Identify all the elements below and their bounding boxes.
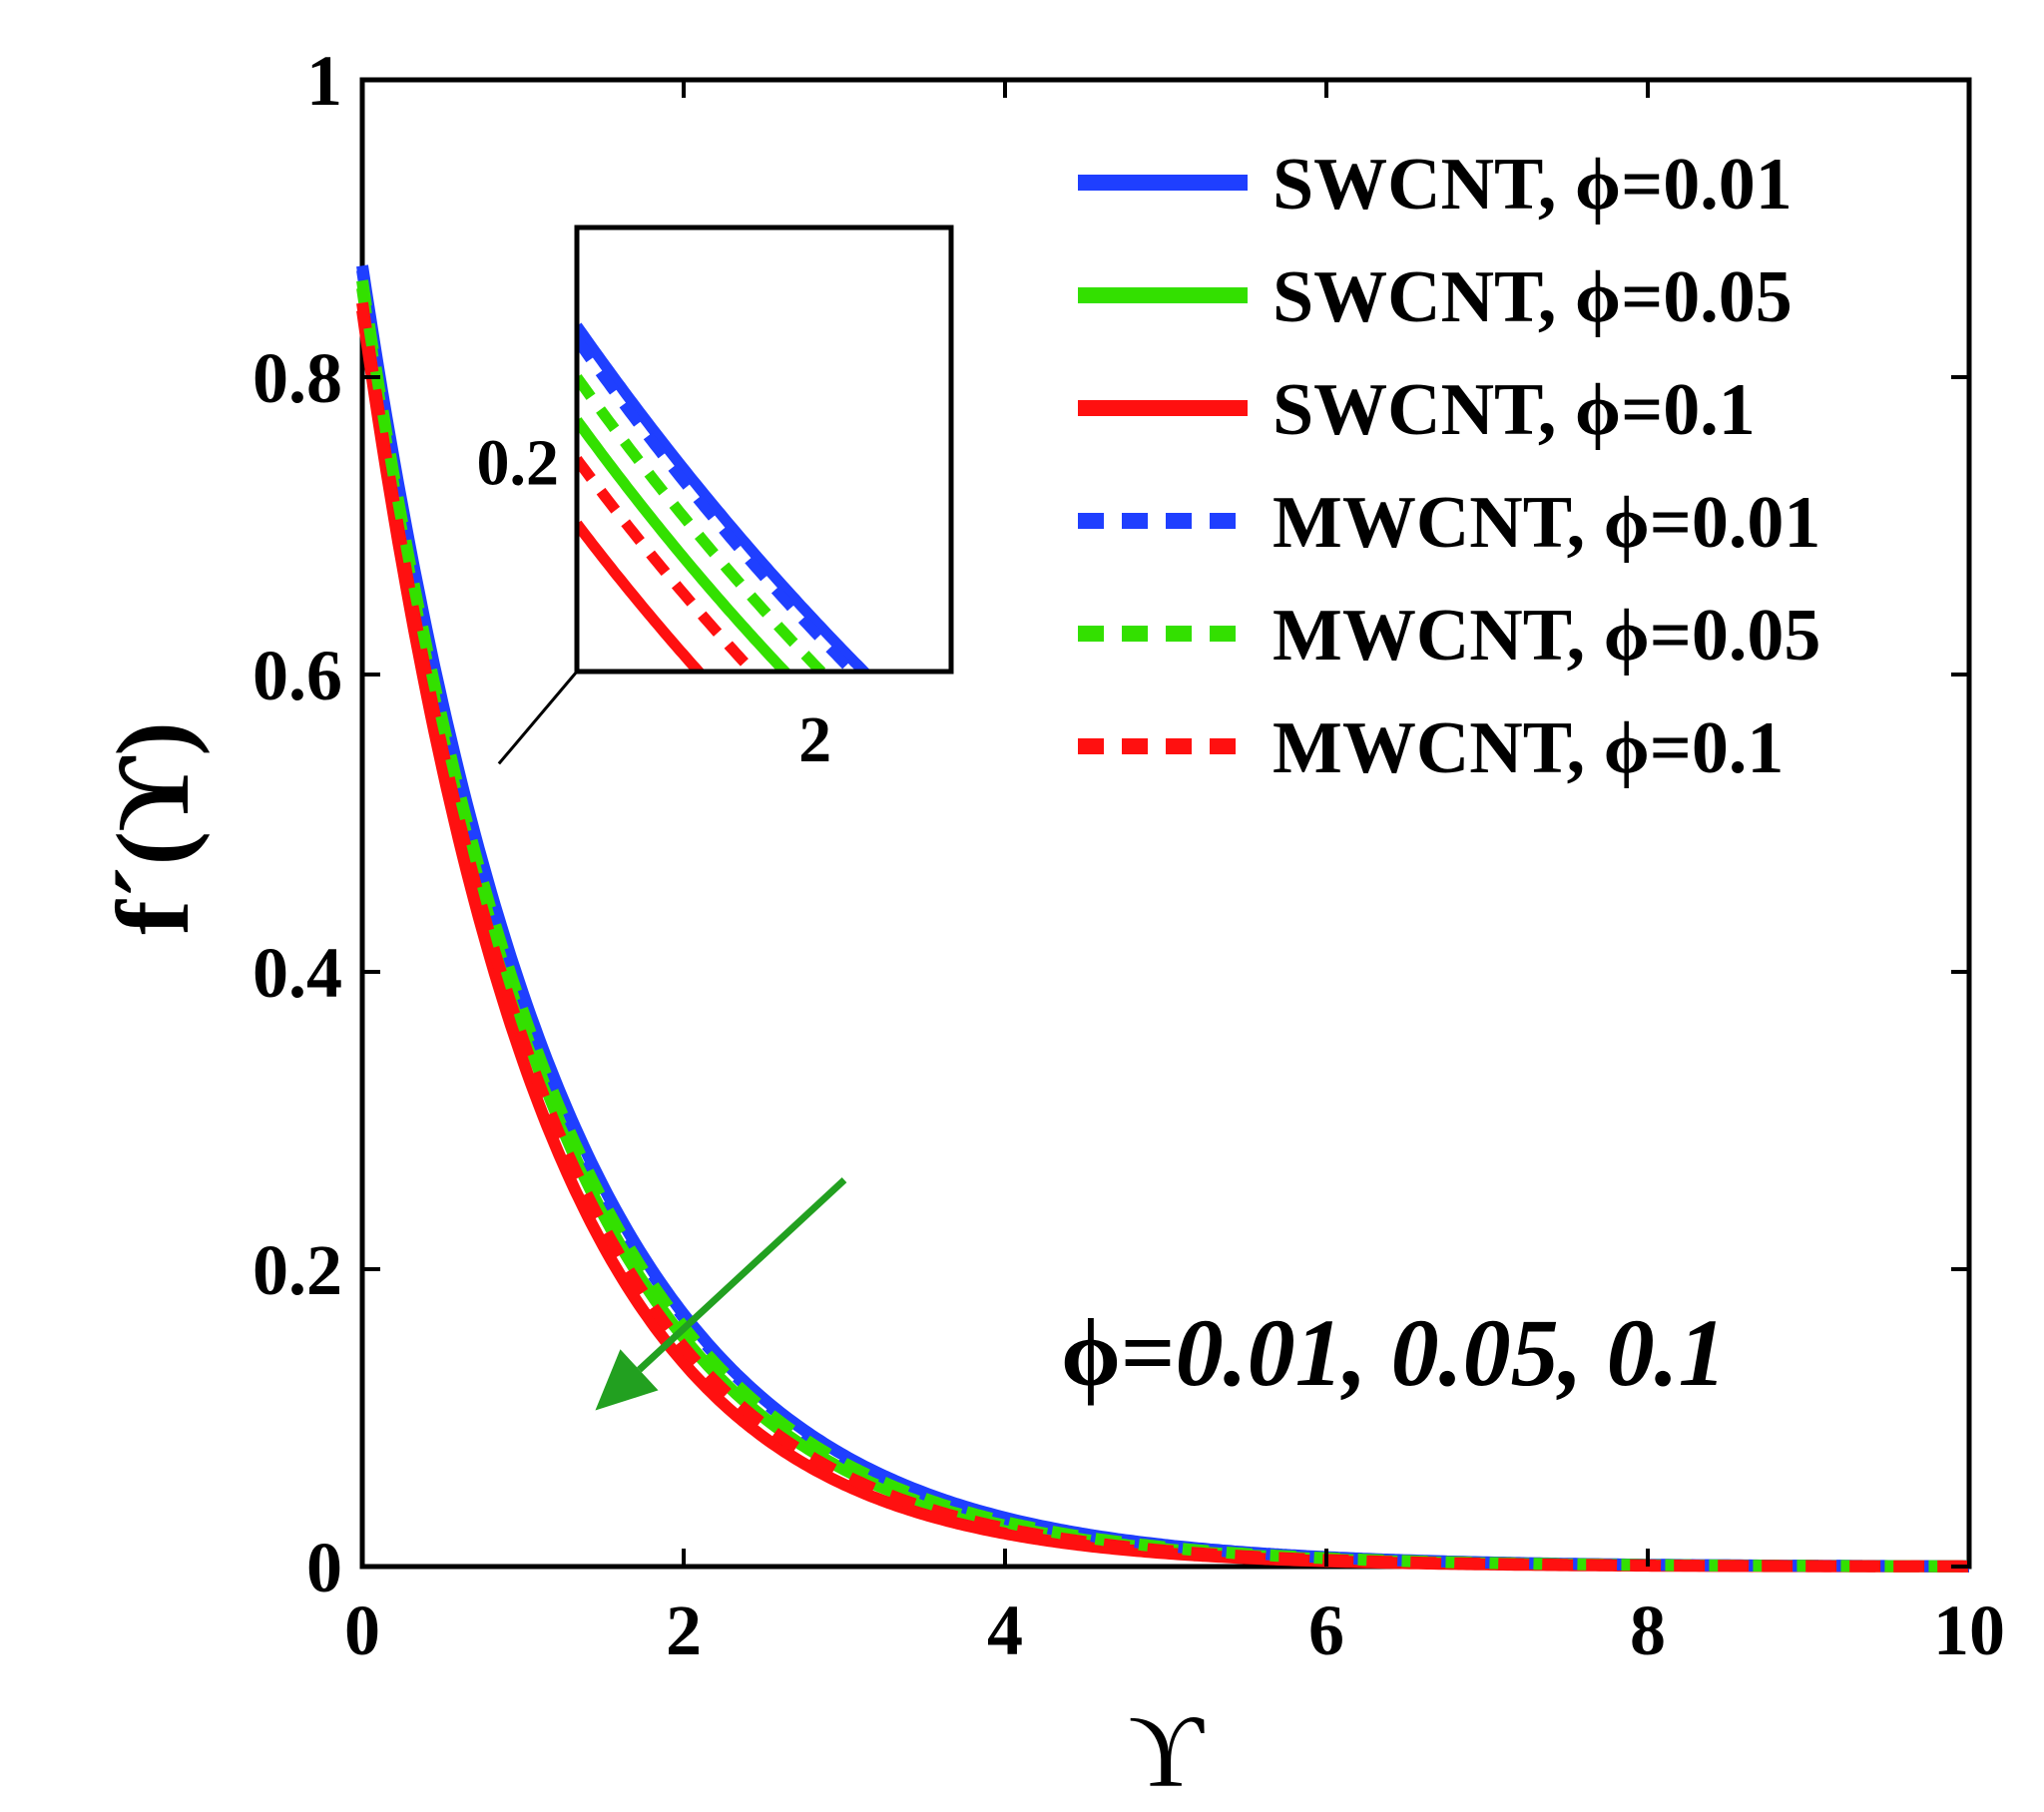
series-line [356,301,1971,1573]
legend-label: MWCNT, ϕ=0.1 [1273,707,1784,789]
y-tick-label: 0.2 [253,1230,342,1310]
series-line [356,279,1971,1573]
axis-ticks [360,78,1971,1569]
inset-x-tick-label: 2 [798,703,831,776]
legend: SWCNT, ϕ=0.01 SWCNT, ϕ=0.05 SWCNT, ϕ=0.1 MW… [1078,144,1820,789]
trend-arrow-head [595,1349,659,1411]
legend-label: MWCNT, ϕ=0.05 [1273,595,1820,677]
inset-series-line [577,520,707,672]
inset-series-line [577,417,792,672]
y-tick-label: 0 [306,1528,342,1607]
legend-label: MWCNT, ϕ=0.01 [1273,482,1820,564]
annotation-values: 0.01, 0.05, 0.1 [1176,1299,1727,1406]
inset-connector-line [497,671,579,765]
x-tick-label: 0 [344,1590,380,1670]
x-tick-label: 8 [1630,1590,1666,1670]
inset-curves [577,322,872,672]
plot-frame [359,77,1972,1570]
inset-series-line [577,373,829,672]
inset-series-line [577,456,761,672]
legend-label: SWCNT, ϕ=0.05 [1273,256,1792,338]
x-tick-label: 6 [1308,1590,1344,1670]
curves-group [356,264,1971,1573]
inset-y-tick-label: 0.2 [477,427,560,500]
phi-annotation: ϕ=0.01, 0.05, 0.1 [595,1177,1727,1411]
inset-series-line [577,336,861,672]
legend-label: SWCNT, ϕ=0.01 [1273,144,1792,226]
trend-arrow-line [637,1177,847,1373]
inset-series-line [577,322,872,672]
x-tick-label: 2 [666,1590,702,1670]
inset-frame [574,225,954,675]
zoom-inset: 20.2 [477,225,954,776]
legend-label: SWCNT, ϕ=0.1 [1273,369,1756,451]
y-tick-label: 1 [306,41,342,121]
annotation-prefix: ϕ= [1061,1299,1176,1406]
x-tick-label: 10 [1933,1590,2005,1670]
x-axis-label: ϒ [1128,1694,1205,1809]
series-line [356,268,1971,1573]
y-axis-label: f´(ϒ) [96,721,211,935]
y-tick-label: 0.8 [253,338,342,418]
x-tick-label: 4 [987,1590,1023,1670]
tick-labels: 0 2 4 6 8 10 0 0.2 0.4 0.6 0.8 1 [253,41,2005,1670]
y-tick-label: 0.4 [253,933,342,1013]
svg-text:ϕ=0.01, 0.05, 0.1: ϕ=0.01, 0.05, 0.1 [1061,1299,1727,1406]
y-tick-label: 0.6 [253,636,342,715]
inset-tick-labels: 20.2 [477,427,832,776]
